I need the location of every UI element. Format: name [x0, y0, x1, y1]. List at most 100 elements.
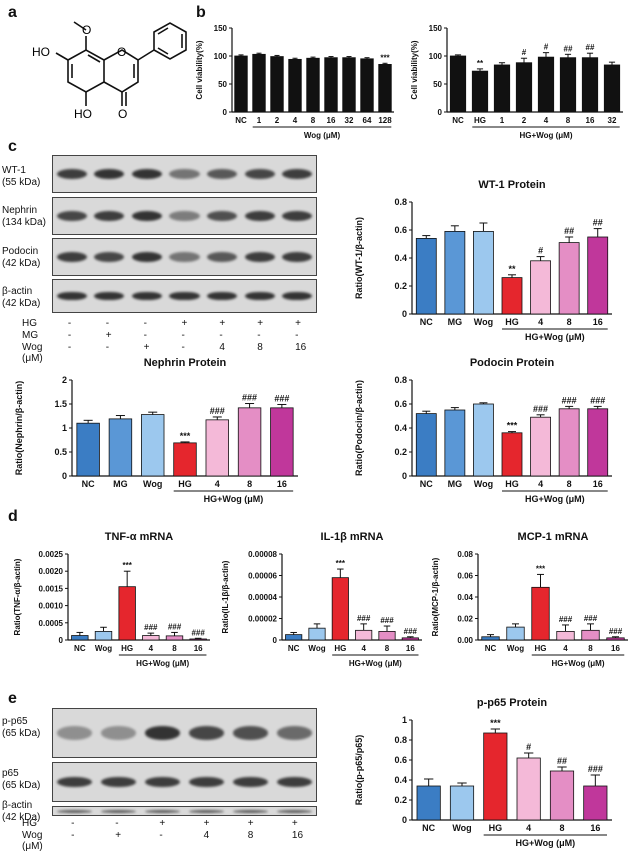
- y-tick-label: 1: [402, 715, 407, 725]
- bar: [587, 408, 609, 477]
- blot-label-nephrin: Nephrin (134 kDa): [2, 205, 46, 228]
- x-tick-label: Wog: [452, 823, 471, 833]
- bar: [449, 785, 475, 821]
- blot-podocin: [52, 238, 317, 276]
- x-tick-label: 8: [247, 479, 252, 489]
- treatment-cell: +: [115, 830, 122, 841]
- x-tick-label: 16: [277, 479, 287, 489]
- blot-band: [56, 210, 87, 222]
- blot-band: [276, 776, 312, 788]
- significance-label: ###: [274, 393, 289, 403]
- blot-band: [232, 726, 268, 740]
- treatment-cell: -: [181, 330, 185, 341]
- treatment-cell: -: [71, 830, 75, 841]
- y-tick-label: 0: [59, 636, 64, 645]
- bar: [141, 414, 165, 477]
- treatment-cell: -: [181, 342, 185, 353]
- y-tick-label: 1: [62, 423, 67, 433]
- blot-wt1: [52, 155, 317, 193]
- bar: [530, 416, 551, 477]
- y-tick-label: 0: [273, 636, 278, 645]
- bar: [530, 260, 551, 315]
- blot-band: [282, 291, 313, 301]
- blot-band: [131, 168, 162, 180]
- y-tick-label: 0: [402, 815, 407, 825]
- blot-band: [169, 291, 200, 301]
- bar: [483, 732, 508, 821]
- treatment-cell: -: [295, 330, 299, 341]
- blot-band: [101, 776, 137, 788]
- significance-label: ###: [210, 406, 225, 416]
- x-tick-label: 16: [327, 116, 336, 125]
- y-axis-label: Cell viability(%): [410, 40, 419, 99]
- group-label: HG+Wog (μM): [552, 659, 605, 668]
- blot-label-podocin: Podocin (42 kDa): [2, 246, 41, 269]
- x-tick-label: MG: [448, 317, 463, 327]
- structure-label-ho-top: HO: [32, 45, 50, 59]
- blot-band: [94, 251, 125, 263]
- x-tick-label: 4: [538, 317, 543, 327]
- y-tick-label: 0.8: [394, 375, 407, 385]
- x-tick-label: 8: [566, 116, 571, 125]
- chart-title: Podocin Protein: [470, 357, 555, 369]
- blot-band: [94, 168, 125, 180]
- x-tick-label: NC: [420, 479, 433, 489]
- bar: [515, 62, 533, 113]
- treatment-row-label: HG: [22, 318, 37, 329]
- significance-label: ##: [593, 218, 603, 228]
- bar: [444, 231, 466, 315]
- blot-p65: [52, 762, 317, 802]
- panel-letter-b: b: [196, 4, 206, 21]
- blot-band: [244, 168, 275, 180]
- blot-band: [244, 291, 275, 301]
- chart-title: WT-1 Protein: [478, 179, 546, 191]
- y-tick-label: 0.4: [394, 775, 407, 785]
- treatment-cell: 16: [291, 830, 304, 841]
- bar: [416, 785, 441, 821]
- chart-tnf-mrna: TNF-α mRNA 0 0.0005 0.0010 0.0015 0.0020 0.002…: [13, 531, 210, 668]
- bar: [587, 236, 609, 315]
- x-tick-label: 128: [378, 116, 392, 125]
- x-tick-label: NC: [485, 644, 497, 653]
- y-tick-label: 0: [62, 471, 67, 481]
- bar: [285, 634, 303, 641]
- x-tick-label: 8: [567, 479, 572, 489]
- blot-band: [276, 809, 312, 813]
- bar: [556, 631, 575, 641]
- significance-label: #: [544, 43, 549, 52]
- structure-label-ring-o: O: [117, 45, 126, 59]
- x-tick-label: 4: [361, 644, 366, 653]
- wogonin-structure: HO HO O O O: [32, 21, 187, 121]
- panel-letter-c: c: [8, 138, 17, 155]
- x-tick-label: Wog: [143, 479, 162, 489]
- x-tick-label: NC: [452, 116, 464, 125]
- blot-band: [232, 776, 268, 788]
- blot-band: [169, 210, 200, 222]
- y-tick-label: 100: [214, 52, 228, 61]
- x-tick-label: 4: [563, 644, 568, 653]
- y-axis-label: Ratio(p-p65/p65): [354, 735, 364, 806]
- significance-label: ##: [564, 44, 573, 53]
- x-tick-label: HG: [535, 644, 547, 653]
- x-tick-label: 64: [363, 116, 372, 125]
- treatment-cell: 8: [257, 342, 263, 353]
- bar: [481, 636, 500, 641]
- significance-label: ###: [168, 622, 182, 631]
- x-tick-label: 16: [590, 823, 600, 833]
- blot-band: [94, 291, 125, 301]
- bar: [205, 419, 229, 477]
- y-tick-label: 0: [402, 309, 407, 319]
- blot-band: [56, 291, 87, 301]
- treatment-cell: 16: [295, 342, 307, 353]
- treatment-cell: -: [105, 342, 110, 353]
- treatment-cell: 4: [219, 342, 225, 353]
- group-label: HG+Wog (μM): [204, 494, 264, 504]
- chart-nephrin-protein: Nephrin Protein 0 0.5 1 1.5 2 Ratio(Nephrin/β-…: [14, 357, 298, 504]
- panel-letter-a: a: [8, 4, 17, 21]
- bar: [252, 53, 266, 113]
- bar: [444, 409, 466, 477]
- y-tick-label: 0.00004: [248, 593, 277, 602]
- significance-label: ***: [380, 53, 390, 62]
- blot-label-beta-actin-c: β-actin (42 kDa): [2, 286, 41, 309]
- blot-label-wt1: WT-1 (55 kDa): [2, 165, 41, 188]
